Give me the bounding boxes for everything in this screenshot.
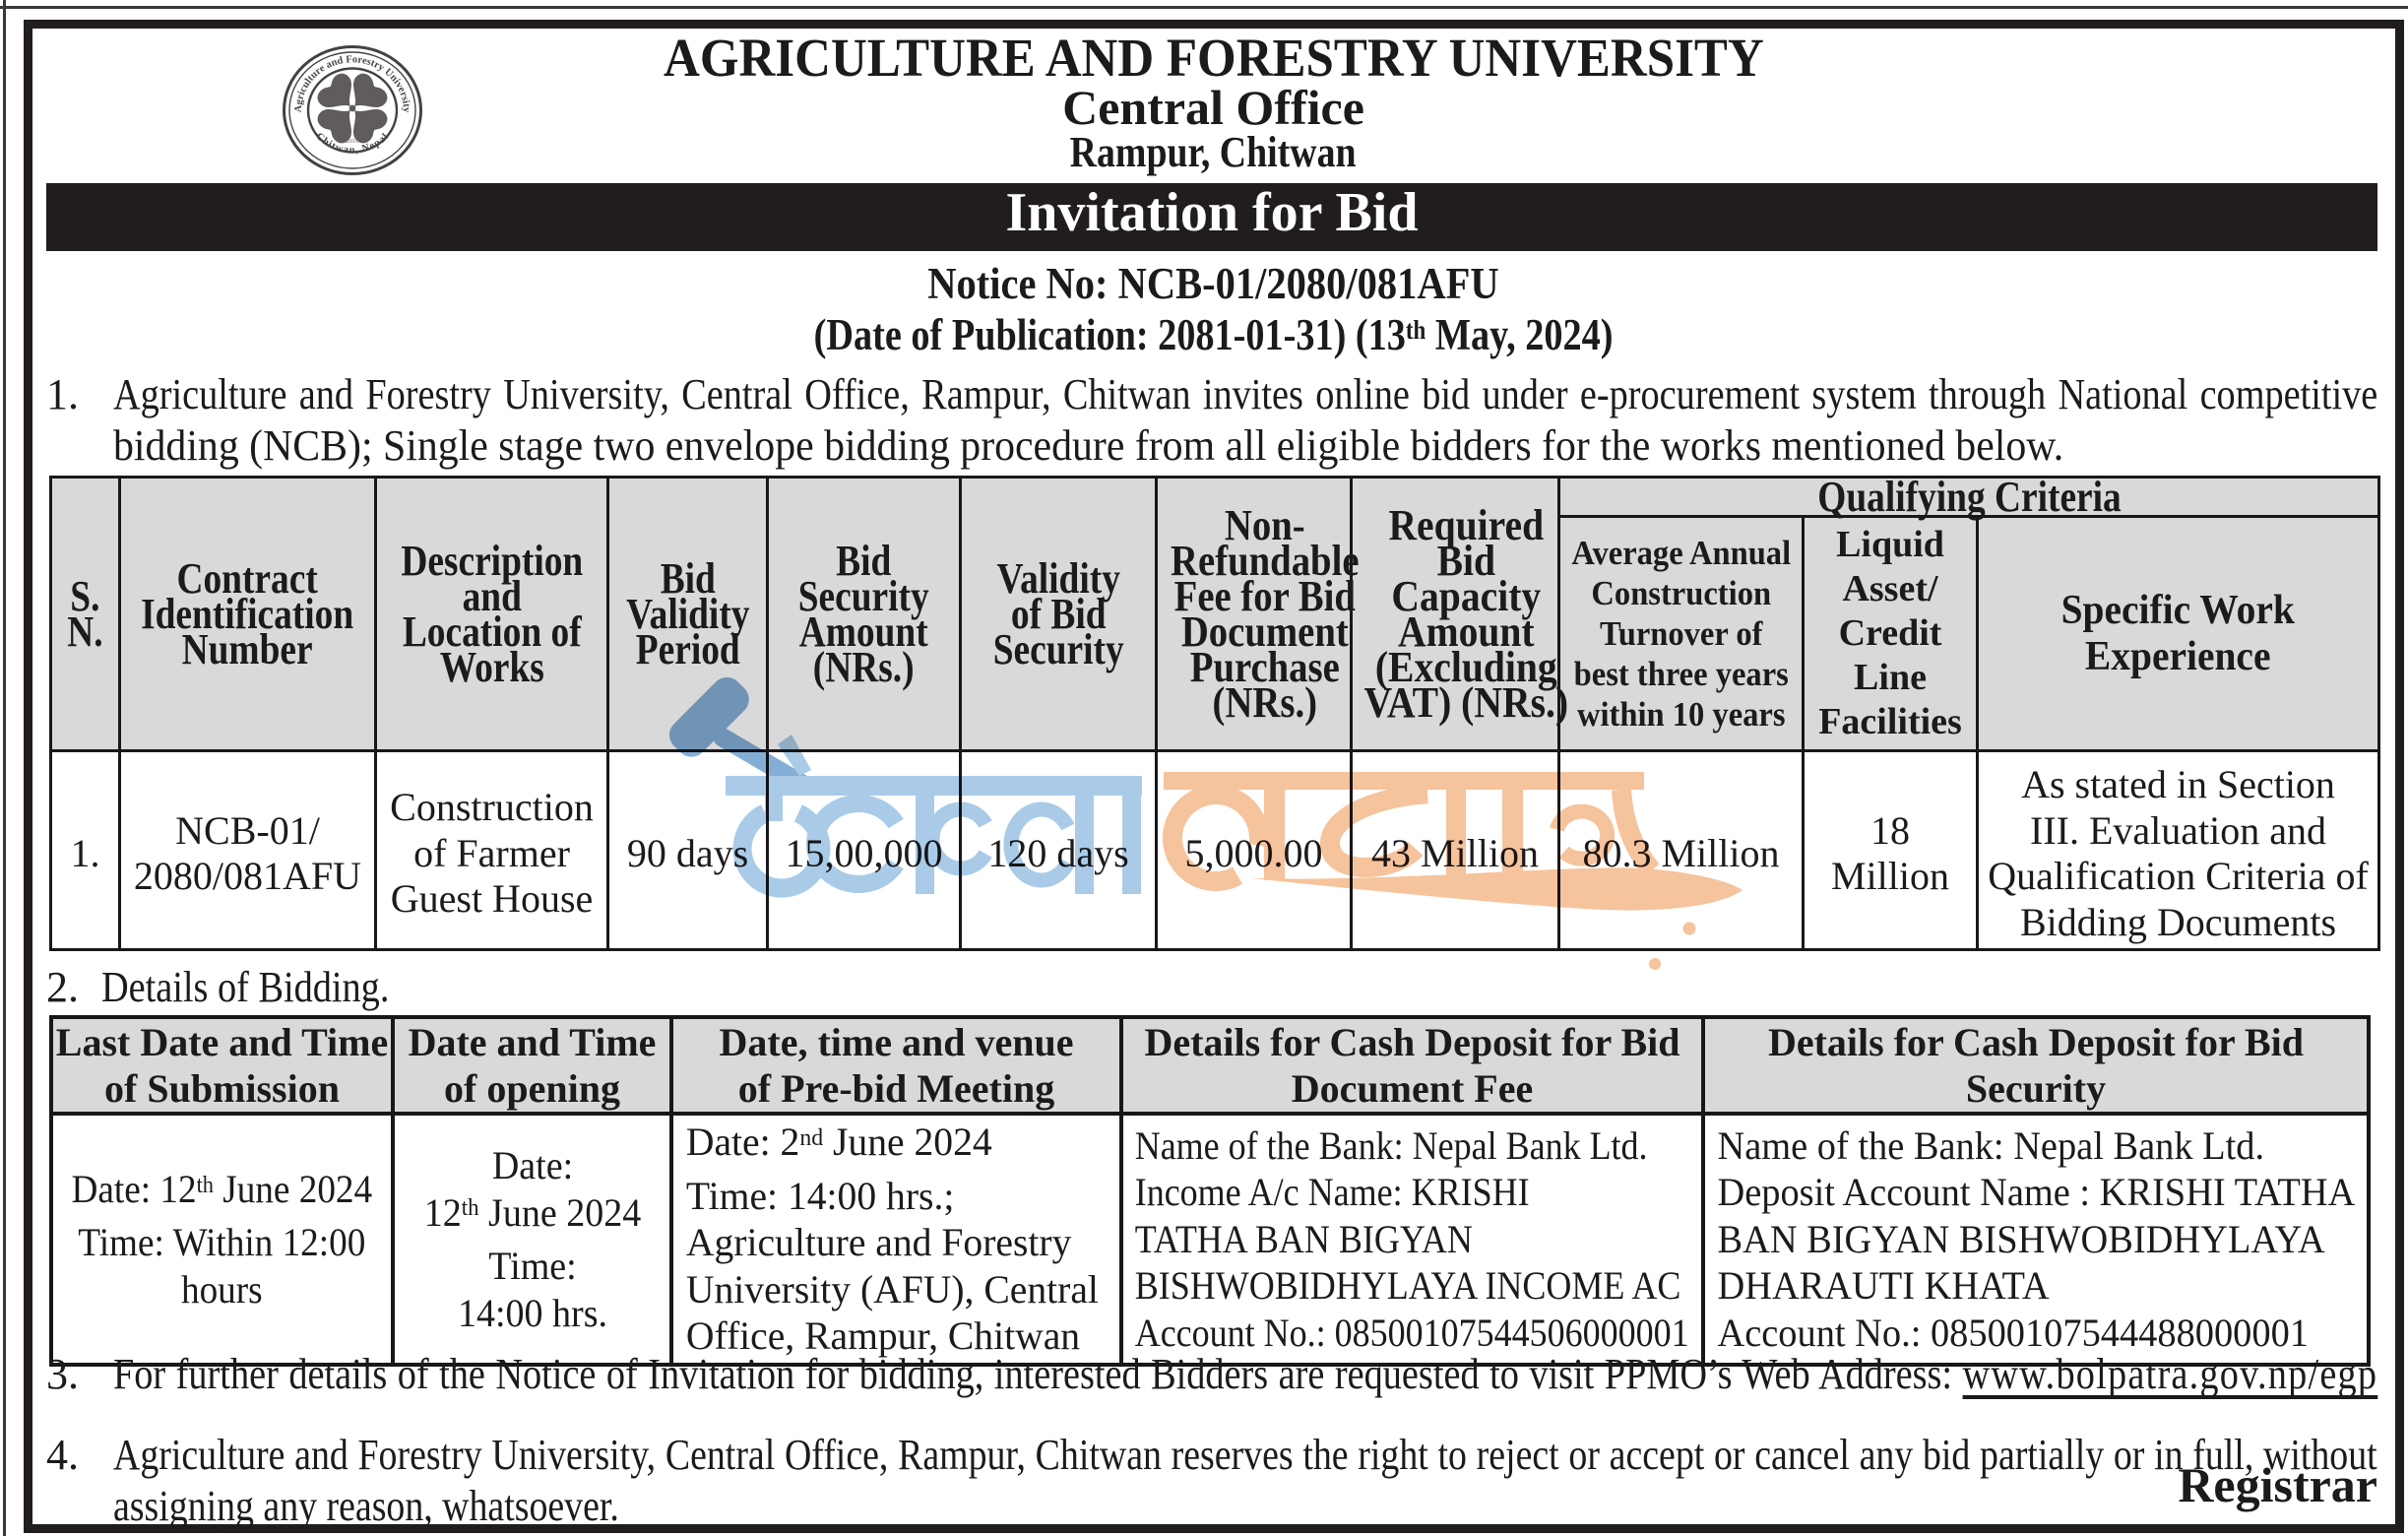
- clover-emblem: [317, 73, 388, 144]
- university-name: AGRICULTURE AND FORESTRY UNIVERSITY: [663, 28, 1764, 88]
- bidding-details-table: Last Date and Time of Submission Date and…: [49, 1015, 2371, 1367]
- col-header-doc-fee-deposit: Details for Cash Deposit for Bid Document…: [1119, 1015, 1705, 1116]
- col-header-work-experience: Specific Work Experience: [1975, 515, 2381, 752]
- cell-prebid-meeting: Date: 2nd June 2024 Time: 14:00 hrs.; Agri…: [669, 1112, 1123, 1367]
- col-header-bid-capacity: Required Bid Capacity Amount (Excluding VAT) …: [1350, 476, 1568, 752]
- col-header-bid-security-amount: Bid Security Amount (NRs.): [766, 476, 962, 752]
- list-item-3: 3. For further details of the Notice of …: [46, 1349, 2377, 1400]
- col-header-sn: S. N.: [49, 476, 121, 752]
- document-border-frame: [24, 20, 2404, 1533]
- office-location: Rampur, Chitwan: [1070, 128, 1357, 176]
- cell-bid-validity: 90 days: [606, 749, 769, 951]
- cell-fee: 5,000.00: [1155, 749, 1353, 951]
- col-header-bid-security-deposit: Details for Cash Deposit for Bid Security: [1701, 1015, 2371, 1116]
- publication-date: (Date of Publication: 2081-01-31) (13th …: [813, 310, 1614, 359]
- cell-opening: Date: 12th June 2024 Time: 14:00 hrs.: [391, 1112, 673, 1367]
- cell-bid-security-deposit: Name of the Bank: Nepal Bank Ltd. Deposit…: [1701, 1112, 2371, 1367]
- works-table: S. N. Contract Identification Number Descri…: [49, 475, 2381, 951]
- item-number: 2.: [46, 963, 79, 1011]
- col-header-bid-validity: Bid Validity Period: [606, 476, 769, 752]
- cell-turnover: 80.3 Million: [1557, 749, 1805, 951]
- item-number: 3.: [46, 1350, 79, 1398]
- item1-line1: Agriculture and Forestry University, Cen…: [113, 370, 2378, 418]
- cell-sn: 1.: [49, 749, 121, 951]
- cell-contract-id: NCB-01/2080/081AFU: [118, 749, 377, 951]
- col-header-description: Description and Location of Works: [374, 476, 609, 752]
- cell-doc-fee-deposit: Name of the Bank: Nepal Bank Ltd. Income …: [1119, 1112, 1705, 1367]
- university-seal-logo: Agriculture and Forestry University Chit…: [283, 45, 422, 175]
- col-header-liquid-asset: Liquid Asset/Credit Line Facilities: [1802, 515, 1979, 752]
- notice-number: Notice No: NCB-01/2080/081AFU: [927, 259, 1499, 308]
- cell-description: Construction of Farmer Guest House: [374, 749, 609, 951]
- left-hairline: [3, 0, 6, 1536]
- item-number: 1.: [46, 370, 79, 418]
- bolpatra-url-link[interactable]: www.bolpatra.gov.np/egp: [1962, 1350, 2378, 1398]
- signature-registrar: Registrar: [2178, 1457, 2377, 1512]
- col-header-validity-of-bid-security: Validity of Bid Security: [959, 476, 1158, 752]
- top-hairline: [0, 6, 2408, 9]
- list-item-1: 1. Agriculture and Forestry University, …: [46, 369, 2377, 472]
- office-name: Central Office: [1062, 80, 1364, 135]
- cell-validity-of-bid-security: 120 days: [959, 749, 1158, 951]
- list-item-4: 4. Agriculture and Forestry University, …: [46, 1430, 2377, 1532]
- item3-line: For further details of the Notice of Inv…: [113, 1350, 2378, 1398]
- item2-text: Details of Bidding.: [101, 963, 390, 1011]
- cell-bid-capacity: 43 Million: [1350, 749, 1560, 951]
- cell-bid-security-amount: 15,00,000: [766, 749, 962, 951]
- item-number: 4.: [46, 1431, 79, 1479]
- col-header-prebid-meeting: Date, time and venue of Pre-bid Meeting: [669, 1015, 1123, 1116]
- cell-liquid-asset: 18 Million: [1802, 749, 1979, 951]
- invitation-banner: Invitation for Bid: [46, 183, 2377, 251]
- col-header-opening: Date and Time of opening: [391, 1015, 673, 1116]
- item4-line1: Agriculture and Forestry University, Cen…: [113, 1431, 2377, 1479]
- col-header-fee: Non- Refundable Fee for Bid Document Purchas…: [1155, 476, 1360, 752]
- col-header-turnover: Average Annual Construction Turnover of bes…: [1557, 515, 1805, 752]
- item1-line2: bidding (NCB); Single stage two envelope…: [113, 421, 2064, 470]
- cell-submission: Date: 12th June 2024 Time: Within 12:00 ho…: [49, 1112, 395, 1367]
- logo-year: 2010: [347, 138, 359, 145]
- list-item-2: 2. Details of Bidding.: [46, 962, 2377, 1013]
- col-header-qualifying-criteria: Qualifying Criteria: [1556, 475, 2381, 518]
- col-header-submission: Last Date and Time of Submission: [49, 1015, 395, 1116]
- item4-line2: assigning any reason, whatsoever.: [113, 1482, 619, 1530]
- col-header-contract-id: Contract Identification Number: [118, 476, 377, 752]
- cell-work-experience: As stated in Section III. Evaluation and Q…: [1975, 749, 2381, 951]
